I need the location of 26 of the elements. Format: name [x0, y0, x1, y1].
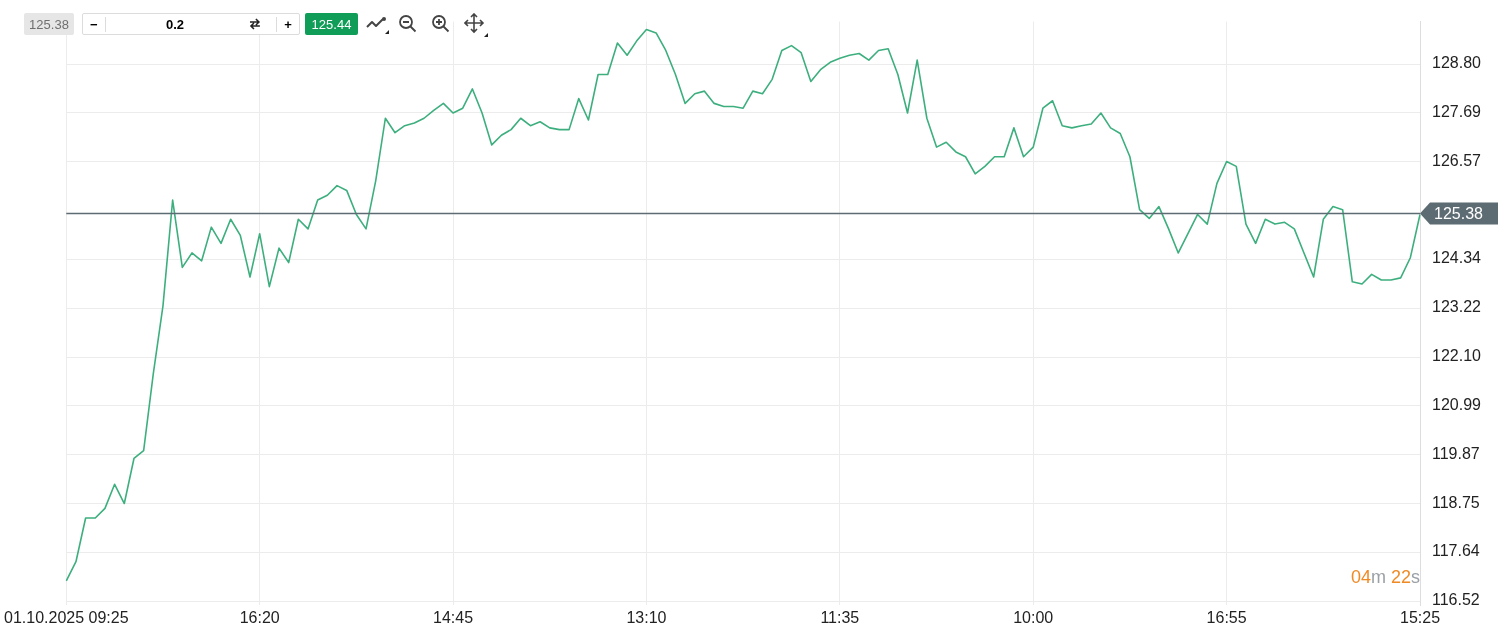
x-tick-label: 13:10	[626, 609, 667, 627]
ref-line-label: 125.38	[1434, 204, 1484, 222]
x-tick-label: 16:20	[239, 609, 280, 627]
annotation: +	[276, 16, 299, 32]
annotation: 125.44	[305, 13, 358, 35]
y-tick-label: 119.87	[1432, 444, 1480, 462]
y-tick-label: 127.69	[1432, 102, 1482, 120]
x-tick-label: 14:45	[433, 609, 474, 627]
y-tick-label: 117.64	[1432, 542, 1480, 560]
y-tick-label: 122.10	[1432, 347, 1482, 365]
annotation: 0.2	[165, 16, 186, 32]
y-tick-label: 128.80	[1432, 54, 1482, 72]
y-tick-label: 118.75	[1432, 493, 1480, 511]
x-tick-label: 11:35	[820, 609, 860, 627]
x-tick-label: 10:00	[1013, 609, 1054, 627]
y-tick-label: 120.99	[1432, 395, 1482, 413]
x-tick-label: 16:55	[1206, 609, 1247, 627]
y-tick-label: 116.52	[1432, 591, 1480, 609]
y-tick-label: 123.22	[1432, 298, 1482, 316]
annotation: 125.38	[24, 13, 74, 35]
y-tick-label: 126.57	[1432, 151, 1482, 169]
x-tick-label: 01.10.2025 09:25	[4, 609, 129, 627]
x-tick-label: 15:25	[1399, 609, 1441, 627]
y-tick-label: 124.34	[1432, 249, 1482, 267]
annotation: −	[83, 16, 106, 32]
annotation: 04m 22s	[1350, 567, 1420, 587]
